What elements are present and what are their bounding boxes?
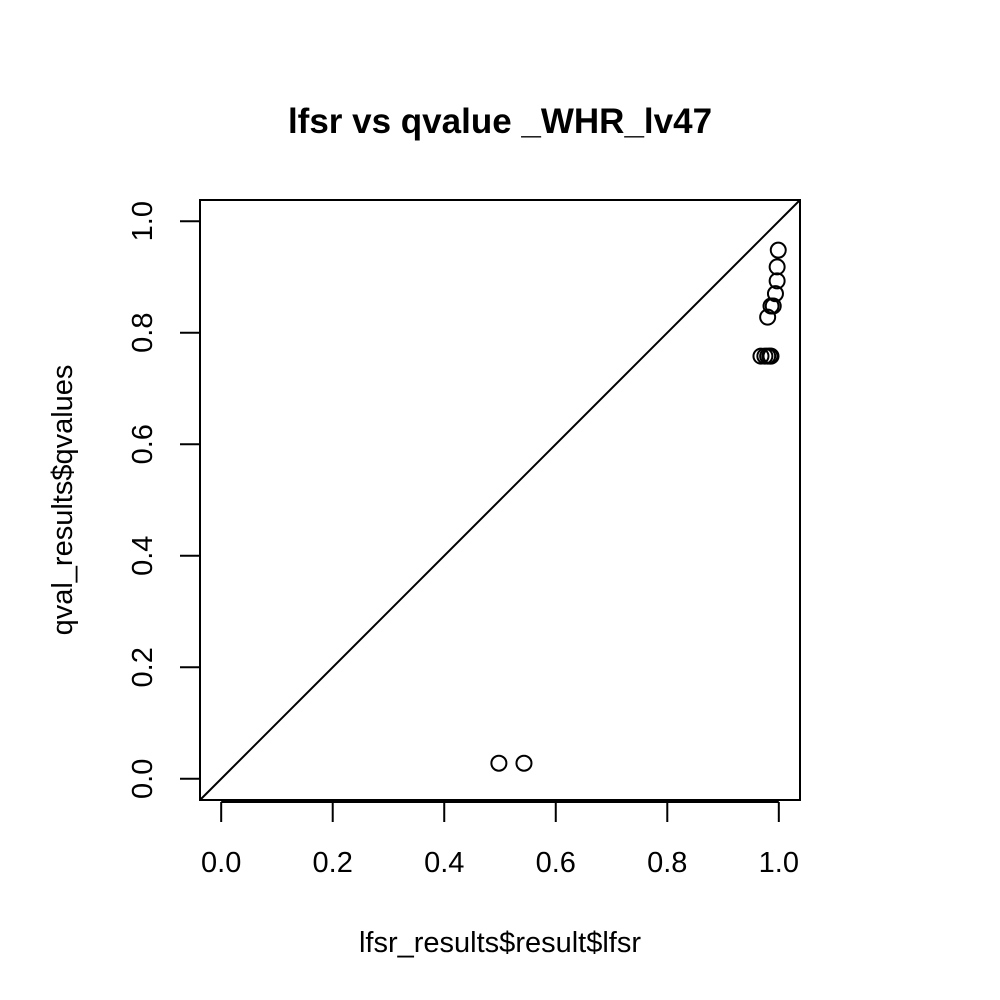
x-tick-label: 0.0 — [201, 847, 241, 879]
x-tick-label: 0.4 — [424, 847, 464, 879]
x-axis-label: lfsr_results$result$lfsr — [359, 927, 641, 959]
data-point — [762, 347, 780, 365]
data-point — [515, 754, 533, 772]
data-point — [490, 754, 508, 772]
x-tick-label: 0.6 — [536, 847, 576, 879]
data-point — [769, 241, 787, 259]
data-point — [768, 258, 786, 276]
data-point — [768, 272, 786, 290]
reference-line — [199, 199, 801, 801]
data-point — [766, 285, 784, 303]
y-axis: 0.0 0.2 0.4 0.6 0.8 1.0 — [127, 201, 201, 799]
y-tick-label: 1.0 — [127, 201, 159, 241]
data-points — [490, 241, 787, 772]
y-tick-label: 0.0 — [127, 759, 159, 799]
y-tick-label: 0.6 — [127, 424, 159, 464]
x-tick-label: 0.2 — [313, 847, 353, 879]
x-axis: 0.0 0.2 0.4 0.6 0.8 1.0 — [201, 801, 799, 879]
x-tick-label: 1.0 — [759, 847, 799, 879]
y-tick-label: 0.4 — [127, 536, 159, 576]
x-tick-label: 0.8 — [647, 847, 687, 879]
y-tick-label: 0.8 — [127, 313, 159, 353]
y-axis-label: qval_results$qvalues — [47, 365, 79, 636]
y-tick-label: 0.2 — [127, 647, 159, 687]
chart-title: lfsr vs qvalue _WHR_lv47 — [288, 102, 712, 141]
data-point — [764, 297, 782, 315]
